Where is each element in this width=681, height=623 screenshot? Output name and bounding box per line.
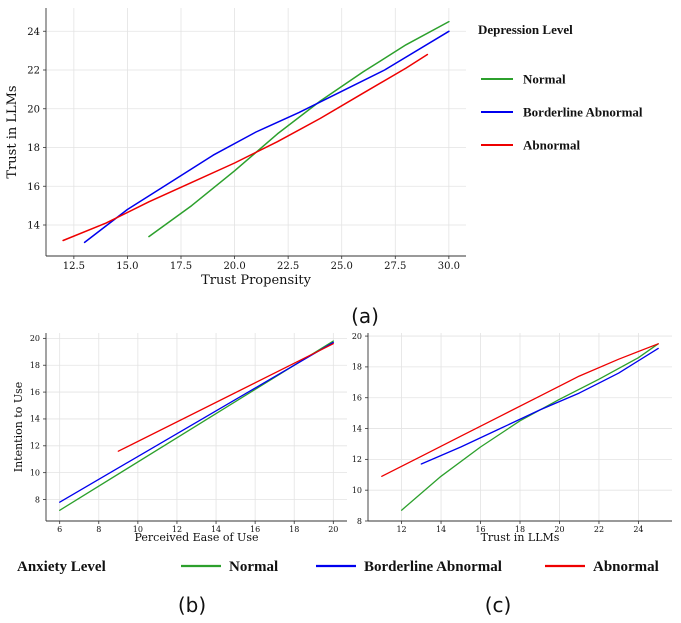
series-line-abnormal — [117, 343, 334, 452]
x-tick-label-1: 8 — [96, 525, 101, 534]
x-tick-label-7: 20 — [328, 525, 338, 534]
y-tick-label-4: 16 — [30, 388, 40, 397]
legend-label-borderline-abnormal: Borderline Abnormal — [523, 105, 643, 120]
y-tick-label-0: 8 — [35, 495, 40, 504]
x-tick-label-1: 15.0 — [116, 261, 138, 272]
shared-legend-label-normal: Normal — [229, 559, 278, 575]
x-axis-label: Perceived Ease of Use — [135, 531, 259, 544]
x-tick-label-0: 12 — [396, 525, 406, 534]
x-tick-label-2: 17.5 — [170, 261, 192, 272]
x-tick-label-3: 20.0 — [223, 261, 245, 272]
y-tick-label-5: 18 — [30, 361, 40, 370]
x-tick-label-2: 10 — [133, 525, 143, 534]
depression-legend: Depression Level Normal Borderline Abnorma… — [478, 22, 643, 153]
x-tick-label-3: 18 — [515, 525, 525, 534]
y-tick-label-4: 16 — [352, 394, 362, 403]
y-tick-label-0: 14 — [27, 221, 40, 232]
chart-b: 6 8 10 12 14 16 18 20 8 10 12 14 16 18 20 Perceived Eas… — [12, 333, 347, 544]
shared-legend-label-borderline-abnormal: Borderline Abnormal — [364, 559, 502, 575]
series-line-normal — [400, 343, 659, 511]
x-tick-label-7: 30.0 — [438, 261, 460, 272]
x-tick-label-1: 14 — [436, 525, 446, 534]
y-tick-label-3: 20 — [27, 104, 40, 115]
x-tick-label-5: 22 — [594, 525, 604, 534]
y-axis-label: Intention to Use — [12, 382, 25, 473]
y-axis-label: Trust in LLMs — [5, 85, 20, 178]
y-tick-label-2: 12 — [30, 442, 40, 451]
y-tick-label-0: 8 — [357, 517, 362, 526]
x-tick-label-6: 18 — [289, 525, 299, 534]
series-line-abnormal — [381, 343, 659, 477]
x-tick-label-4: 20 — [554, 525, 564, 534]
shared-legend-title: Anxiety Level — [17, 559, 106, 575]
series-line-borderline-abnormal — [83, 30, 450, 244]
y-tick-label-2: 12 — [352, 455, 362, 464]
shared-legend-label-abnormal: Abnormal — [593, 559, 659, 575]
y-tick-label-5: 24 — [27, 27, 40, 38]
chart-a: 12.5 15.0 17.5 20.0 22.5 25.0 27.5 30.0 14 16 18 20… — [5, 8, 466, 288]
y-tick-label-6: 20 — [30, 334, 40, 343]
x-tick-label-0: 6 — [57, 525, 62, 534]
x-tick-label-2: 16 — [475, 525, 485, 534]
legend-label-normal: Normal — [523, 72, 566, 87]
series-line-normal — [148, 20, 450, 238]
x-tick-label-0: 12.5 — [63, 261, 85, 272]
x-tick-label-6: 27.5 — [384, 261, 406, 272]
caption-b: (b) — [178, 593, 206, 617]
y-tick-label-4: 22 — [27, 66, 40, 77]
caption-c: (c) — [485, 593, 512, 617]
y-tick-label-1: 10 — [30, 468, 40, 477]
y-tick-label-5: 18 — [352, 363, 362, 372]
y-tick-label-6: 20 — [352, 332, 362, 341]
series-line-borderline-abnormal — [420, 347, 659, 465]
x-tick-label-6: 24 — [633, 525, 643, 534]
legend-label-abnormal: Abnormal — [523, 138, 580, 153]
y-tick-label-1: 16 — [27, 182, 40, 193]
series-line-abnormal — [62, 53, 429, 242]
y-tick-label-3: 14 — [30, 415, 40, 424]
y-tick-label-3: 14 — [352, 424, 362, 433]
y-tick-label-1: 10 — [352, 486, 362, 495]
x-tick-label-5: 25.0 — [331, 261, 353, 272]
x-tick-label-4: 22.5 — [277, 261, 299, 272]
caption-a: (a) — [351, 304, 379, 328]
legend-title: Depression Level — [478, 22, 573, 37]
series-line-borderline-abnormal — [59, 341, 334, 503]
x-tick-label-5: 16 — [250, 525, 260, 534]
anxiety-legend: Anxiety Level Normal Borderline Abnormal Ab… — [17, 559, 659, 575]
x-axis-label: Trust in LLMs — [481, 531, 560, 544]
x-tick-label-4: 14 — [211, 525, 221, 534]
x-axis-label: Trust Propensity — [201, 273, 312, 288]
x-tick-label-3: 12 — [172, 525, 182, 534]
y-tick-label-2: 18 — [27, 143, 40, 154]
